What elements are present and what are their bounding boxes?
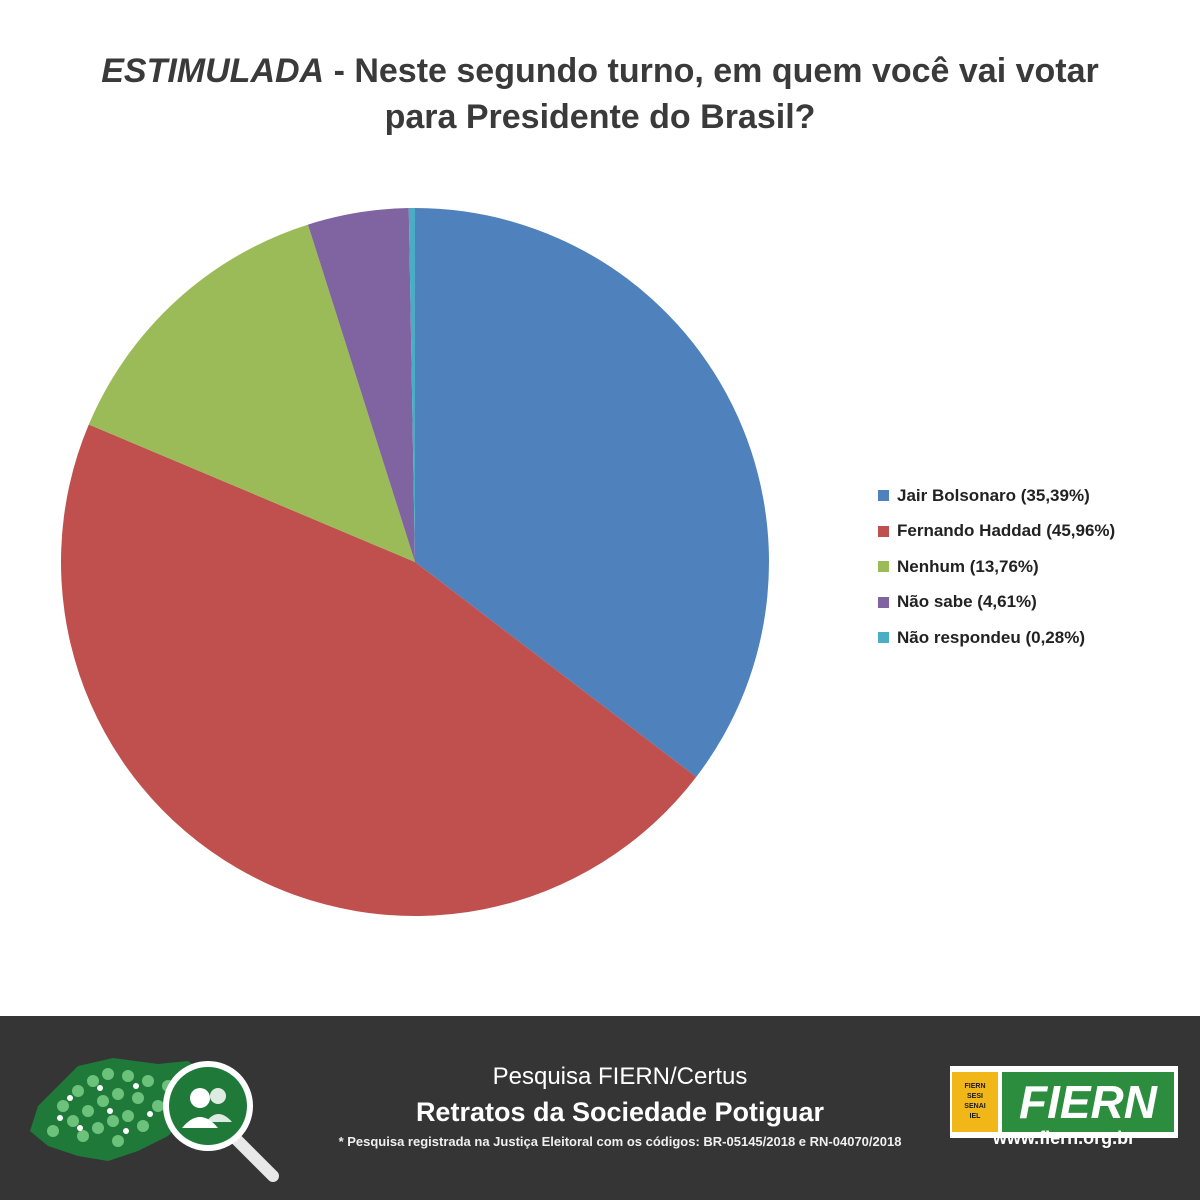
chart-title: ESTIMULADA - Neste segundo turno, em que… [40, 48, 1160, 140]
pie-slice-1 [60, 424, 697, 917]
pie-chart [60, 207, 770, 917]
pie-slice-0 [415, 208, 770, 778]
survey-series: Retratos da Sociedade Potiguar [415, 1097, 825, 1127]
logo-small-text: IEL [969, 1113, 981, 1120]
legend-swatch [878, 490, 889, 502]
fiern-wordmark-text: FIERN [1019, 1076, 1157, 1128]
legend-label: Nenhum (13,76%) [897, 556, 1039, 576]
legend-item: Jair Bolsonaro (35,39%) [878, 478, 1115, 514]
title-line1: - Neste segundo turno, em quem você vai … [324, 52, 1099, 90]
fiern-wordmark: FIERN [1002, 1072, 1174, 1132]
legend-item: Não respondeu (0,28%) [878, 620, 1115, 656]
title-line2: para Presidente do Brasil? [384, 98, 816, 136]
legend-swatch [878, 525, 889, 537]
legend-item: Fernando Haddad (45,96%) [878, 514, 1115, 550]
fiern-logo: FIERN SESI SENAI IEL FIERN [950, 1066, 1178, 1138]
legend-label: Não respondeu (0,28%) [897, 627, 1085, 647]
title-emphasis: ESTIMULADA [101, 52, 325, 90]
logo-small-text: SESI [967, 1093, 983, 1100]
chart-legend: Jair Bolsonaro (35,39%) Fernando Haddad (… [878, 478, 1115, 656]
logo-small-text: SENAI [964, 1103, 986, 1110]
legend-label: Jair Bolsonaro (35,39%) [897, 485, 1090, 505]
legend-swatch [878, 561, 889, 573]
legend-swatch [878, 632, 889, 644]
legend-item: Nenhum (13,76%) [878, 549, 1115, 585]
pie-slice-2 [88, 224, 416, 562]
pie-slice-3 [307, 208, 415, 563]
survey-name: Pesquisa FIERN/Certus [492, 1063, 748, 1090]
registration-note: * Pesquisa registrada na Justiça Eleitor… [338, 1134, 902, 1149]
footer-text: Pesquisa FIERN/Certus Retratos da Socied… [280, 1060, 960, 1154]
legend-item: Não sabe (4,61%) [878, 585, 1115, 621]
legend-swatch [878, 596, 889, 608]
website-link[interactable]: www.fiern.org.br [992, 1128, 1136, 1148]
fiern-system-logo: FIERN SESI SENAI IEL [952, 1072, 998, 1132]
logo-small-text: FIERN [964, 1083, 986, 1090]
pie-slice-4 [408, 207, 415, 563]
footer-banner: Pesquisa FIERN/Certus Retratos da Socied… [0, 1016, 1200, 1200]
legend-label: Não sabe (4,61%) [897, 592, 1037, 612]
survey-logo-icon [30, 1058, 279, 1182]
legend-label: Fernando Haddad (45,96%) [897, 521, 1116, 541]
